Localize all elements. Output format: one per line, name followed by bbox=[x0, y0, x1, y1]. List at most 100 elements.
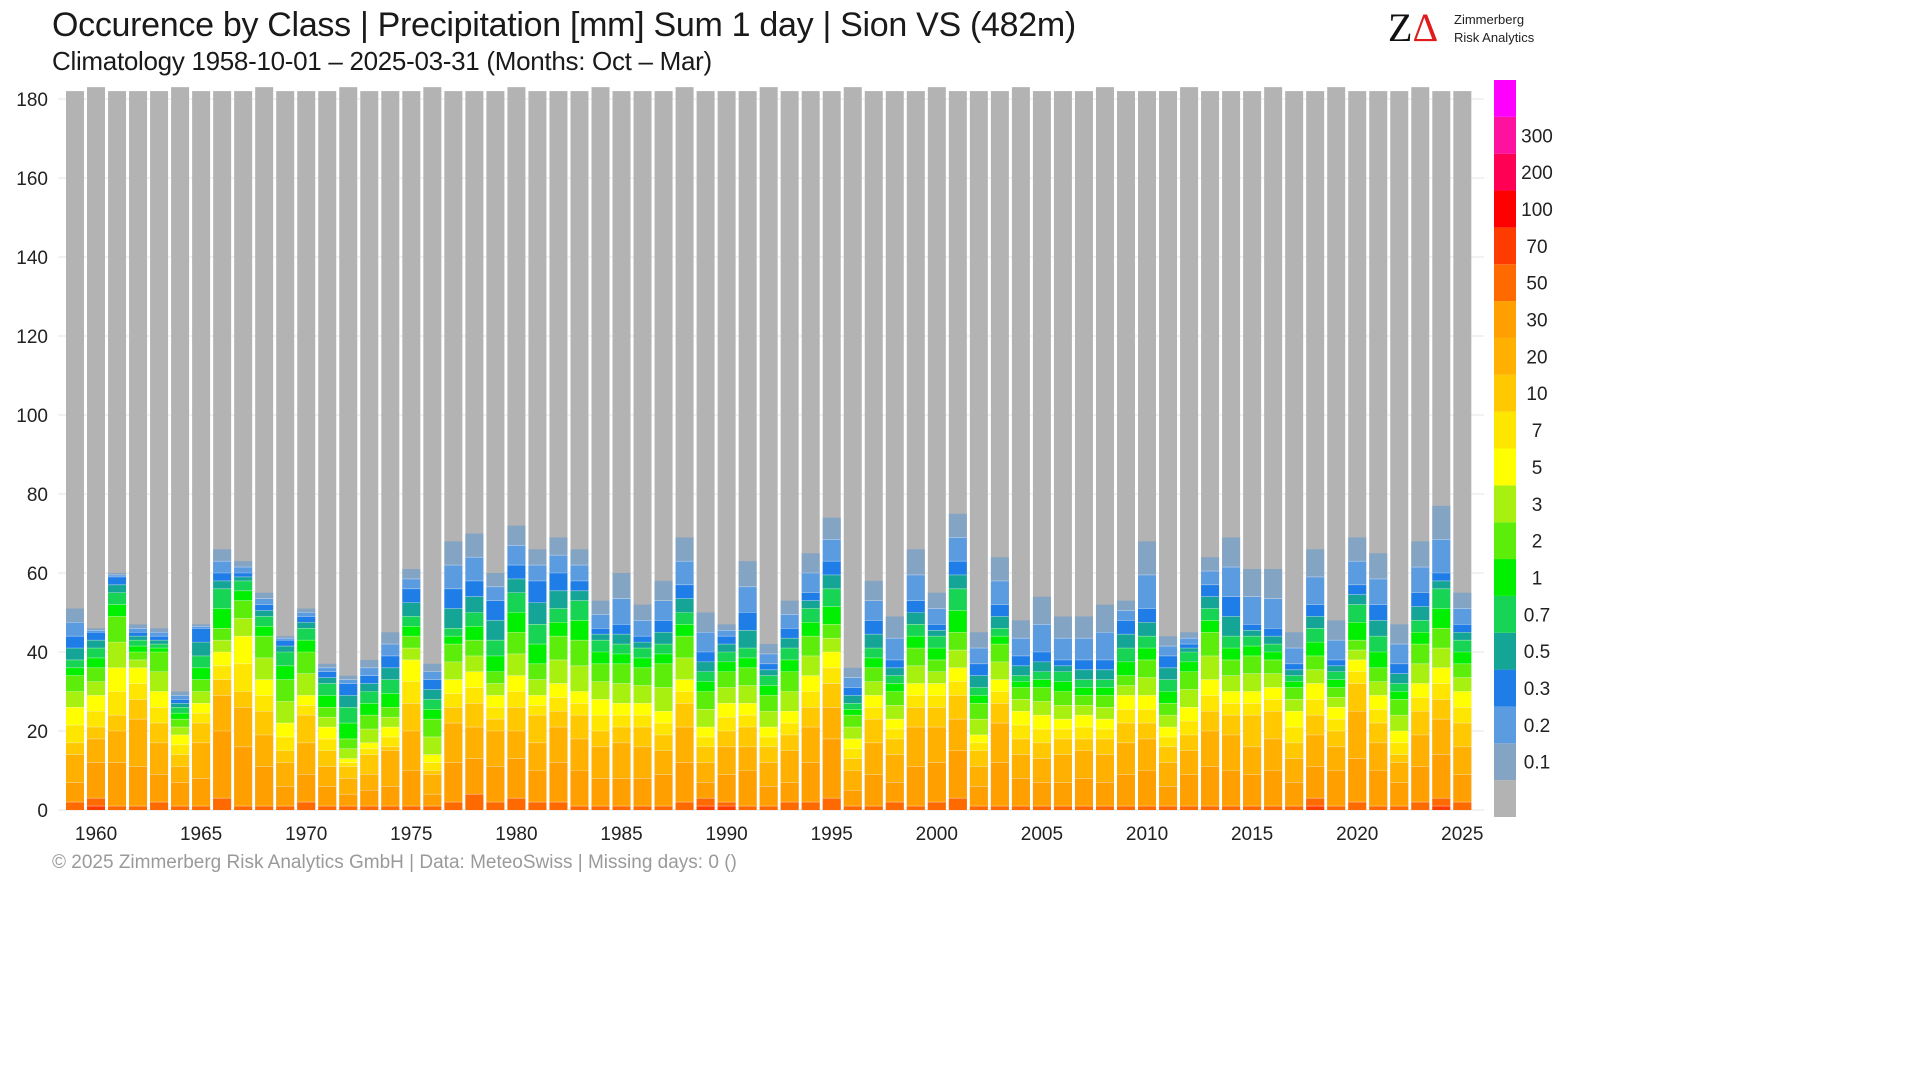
bar-segment-class-5 bbox=[570, 600, 589, 621]
bar-segment-class-4 bbox=[612, 634, 631, 645]
bar-segment-class-12 bbox=[969, 766, 988, 787]
bar-segment-class-6 bbox=[1011, 681, 1030, 688]
bar-segment-class-9 bbox=[717, 703, 736, 718]
bar-segment-class-13 bbox=[1453, 774, 1472, 803]
bar-segment-class-12 bbox=[1327, 746, 1346, 771]
bar-segment-class-9 bbox=[507, 675, 526, 692]
bar-segment-class-6 bbox=[150, 648, 169, 652]
bar-segment-class-3 bbox=[801, 592, 820, 601]
bar-segment-class-2 bbox=[612, 598, 631, 625]
legend-swatch bbox=[1494, 411, 1516, 449]
bar-segment-class-6 bbox=[234, 590, 253, 601]
bar-segment-class-2 bbox=[1243, 596, 1262, 625]
bar-segment-class-2 bbox=[1390, 644, 1409, 664]
bar-segment-class-11 bbox=[444, 707, 463, 724]
bar-2011 bbox=[1159, 91, 1178, 811]
bar-segment-class-6 bbox=[1159, 691, 1178, 704]
legend-label: 3 bbox=[1532, 495, 1543, 516]
bar-segment-class-10 bbox=[675, 691, 694, 704]
bar-segment-class-8 bbox=[1095, 707, 1114, 720]
bar-segment-class-2 bbox=[486, 586, 505, 601]
bar-segment-class-12 bbox=[1411, 734, 1430, 767]
bar-segment-class-8 bbox=[1264, 673, 1283, 688]
bar-segment-class-4 bbox=[66, 648, 84, 660]
bar-segment-class-11 bbox=[1180, 734, 1199, 751]
bar-segment-class-2 bbox=[402, 578, 421, 589]
bar-segment-class-6 bbox=[402, 626, 421, 637]
bar-segment-class-6 bbox=[486, 655, 505, 672]
bar-segment-class-4 bbox=[1264, 636, 1283, 645]
bar-segment-class-7 bbox=[1138, 659, 1157, 678]
bar-segment-class-2 bbox=[1285, 648, 1304, 664]
bar-segment-class-11 bbox=[1453, 723, 1472, 747]
bar-segment-class-13 bbox=[108, 762, 127, 807]
bar-segment-class-13 bbox=[1074, 778, 1093, 807]
bar-segment-class-6 bbox=[927, 648, 946, 660]
bar-segment-class-13 bbox=[192, 778, 211, 807]
legend-swatch bbox=[1494, 448, 1516, 486]
bar-segment-class-7 bbox=[1327, 687, 1346, 698]
bar-segment-class-6 bbox=[213, 608, 232, 629]
bar-segment-class-15 bbox=[1306, 806, 1325, 810]
bar-segment-class-3 bbox=[1159, 655, 1178, 668]
bar-segment-class-6 bbox=[738, 657, 757, 668]
bar-segment-class-7 bbox=[192, 679, 211, 692]
bar-1960 bbox=[87, 87, 106, 810]
bar-segment-class-6 bbox=[969, 695, 988, 704]
bar-segment-class-8 bbox=[129, 659, 148, 668]
y-tick-label: 40 bbox=[27, 643, 48, 664]
bar-segment-class-3 bbox=[339, 683, 358, 696]
bar-segment-class-14 bbox=[1306, 798, 1325, 807]
bar-segment-class-6 bbox=[990, 636, 1009, 645]
bar-segment-class-12 bbox=[108, 731, 127, 763]
bar-segment-class-3 bbox=[507, 565, 526, 579]
bar-segment-class-6 bbox=[1327, 679, 1346, 688]
bar-segment-class-6 bbox=[1201, 620, 1220, 633]
bar-segment-class-10 bbox=[360, 748, 379, 755]
bar-segment-class-9 bbox=[1201, 679, 1220, 696]
bar-segment-class-1 bbox=[1011, 620, 1030, 639]
bar-segment-class-9 bbox=[234, 636, 253, 664]
bar-segment-class-4 bbox=[171, 703, 190, 708]
bar-segment-class-13 bbox=[864, 774, 883, 807]
bar-segment-class-2 bbox=[297, 612, 316, 617]
bar-segment-class-8 bbox=[1348, 650, 1367, 660]
bar-segment-class-7 bbox=[1264, 659, 1283, 674]
bar-segment-class-7 bbox=[780, 671, 799, 692]
bar-segment-class-14 bbox=[1348, 802, 1367, 810]
bar-segment-class-8 bbox=[87, 681, 106, 696]
bar-segment-class-7 bbox=[675, 636, 694, 658]
bar-segment-class-3 bbox=[1432, 573, 1451, 581]
bar-segment-class-7 bbox=[948, 632, 967, 651]
bar-segment-class-8 bbox=[360, 729, 379, 743]
bar-segment-dry bbox=[360, 91, 379, 811]
bar-segment-class-4 bbox=[675, 598, 694, 613]
bar-segment-class-15 bbox=[87, 806, 106, 810]
x-tick-label: 2015 bbox=[1231, 824, 1273, 845]
x-tick-label: 2005 bbox=[1021, 824, 1063, 845]
bar-segment-class-5 bbox=[1432, 588, 1451, 609]
bar-segment-class-10 bbox=[1222, 703, 1241, 716]
bar-segment-class-5 bbox=[1306, 628, 1325, 643]
bar-segment-class-2 bbox=[276, 638, 295, 641]
bar-segment-class-6 bbox=[864, 657, 883, 668]
bar-segment-class-10 bbox=[1074, 727, 1093, 739]
bar-segment-class-10 bbox=[423, 762, 442, 771]
bar-segment-class-6 bbox=[297, 640, 316, 652]
bar-segment-dry bbox=[1285, 91, 1304, 811]
bar-segment-class-2 bbox=[1032, 624, 1051, 652]
bar-segment-class-5 bbox=[1074, 679, 1093, 688]
bar-segment-class-7 bbox=[990, 644, 1009, 662]
bar-segment-class-8 bbox=[1243, 673, 1262, 692]
bar-segment-class-6 bbox=[1032, 679, 1051, 688]
bar-segment-class-12 bbox=[507, 731, 526, 759]
bar-segment-class-14 bbox=[423, 806, 442, 810]
bar-segment-class-11 bbox=[633, 727, 652, 747]
bar-segment-class-4 bbox=[381, 667, 400, 680]
bar-segment-class-11 bbox=[654, 734, 673, 751]
bar-segment-class-9 bbox=[591, 699, 610, 716]
bar-segment-class-10 bbox=[1138, 709, 1157, 724]
bar-segment-class-14 bbox=[192, 806, 211, 810]
legend-swatch bbox=[1494, 559, 1516, 596]
x-tick-label: 1995 bbox=[811, 824, 853, 845]
